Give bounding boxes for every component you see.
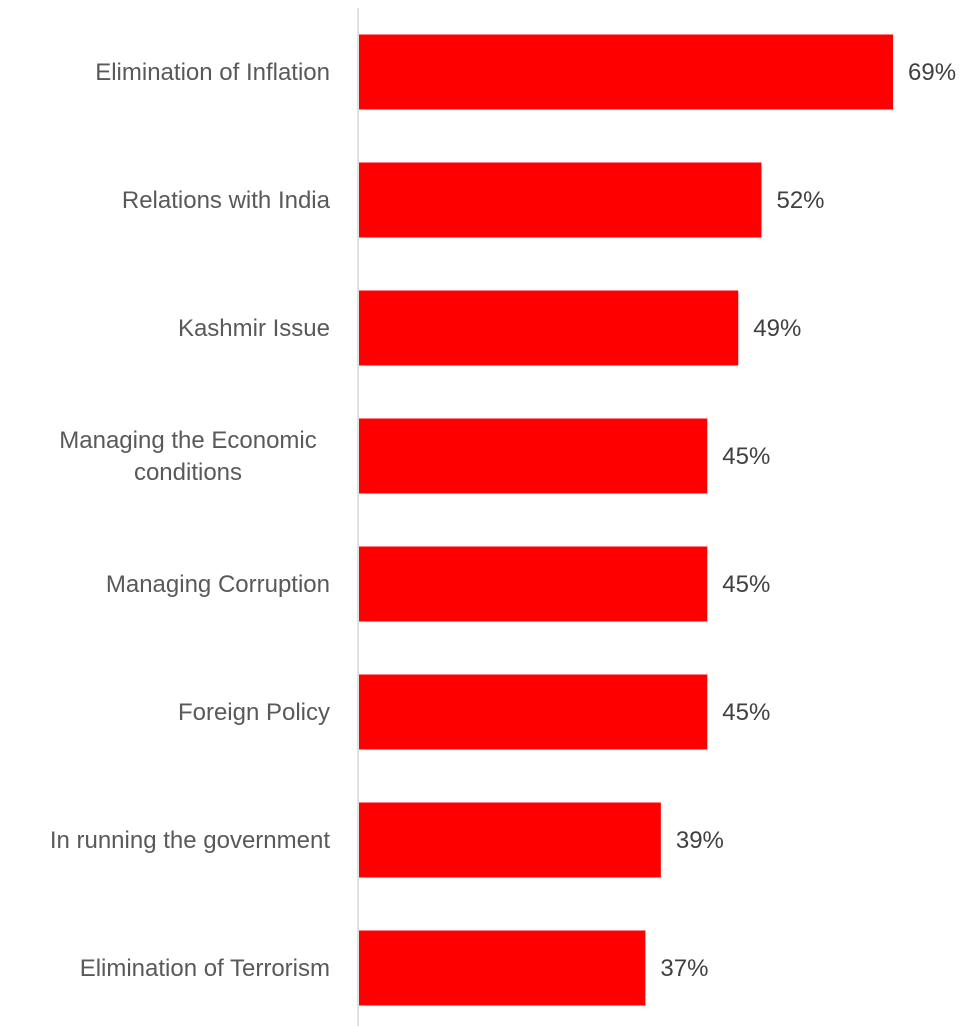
value-label: 69%	[908, 59, 956, 86]
value-label: 52%	[776, 187, 824, 214]
bar	[359, 802, 661, 878]
value-label: 37%	[660, 955, 708, 982]
category-label: Foreign Policy	[178, 699, 330, 726]
value-label: 49%	[753, 315, 801, 342]
category-label: Kashmir Issue	[178, 315, 330, 342]
bar	[359, 162, 762, 238]
bar	[359, 290, 739, 366]
value-label: 45%	[722, 571, 770, 598]
labels-layer: 69% Elimination of Inflation 52% Relations …	[50, 59, 956, 982]
category-label: conditions	[134, 459, 242, 486]
category-label: In running the government	[50, 827, 331, 854]
bar	[359, 418, 708, 494]
value-label: 45%	[722, 699, 770, 726]
bar	[359, 34, 894, 110]
category-label: Managing the Economic	[59, 427, 316, 454]
category-label: Relations with India	[122, 187, 331, 214]
bars-layer	[359, 34, 894, 1006]
category-label: Elimination of Terrorism	[80, 955, 330, 982]
bar	[359, 930, 646, 1006]
value-label: 45%	[722, 443, 770, 470]
bar	[359, 674, 708, 750]
category-label: Elimination of Inflation	[95, 59, 330, 86]
value-label: 39%	[676, 827, 724, 854]
bar	[359, 546, 708, 622]
category-label: Managing Corruption	[106, 571, 330, 598]
